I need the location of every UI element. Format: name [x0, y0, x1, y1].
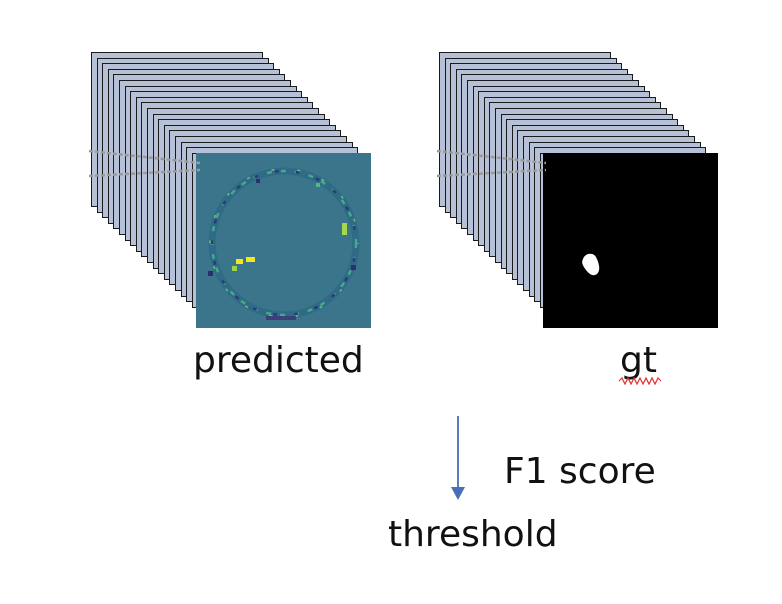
spellcheck-underline	[618, 376, 662, 386]
gt-label: gt	[620, 340, 657, 381]
predicted-heatmap	[196, 153, 371, 328]
gt-mask	[543, 153, 718, 328]
down-arrow-icon	[451, 416, 465, 500]
f1-score-label: F1 score	[504, 451, 656, 492]
predicted-label: predicted	[193, 340, 364, 381]
heatmap-ring	[208, 167, 360, 319]
mask-blob	[582, 253, 600, 276]
threshold-label: threshold	[388, 514, 558, 555]
